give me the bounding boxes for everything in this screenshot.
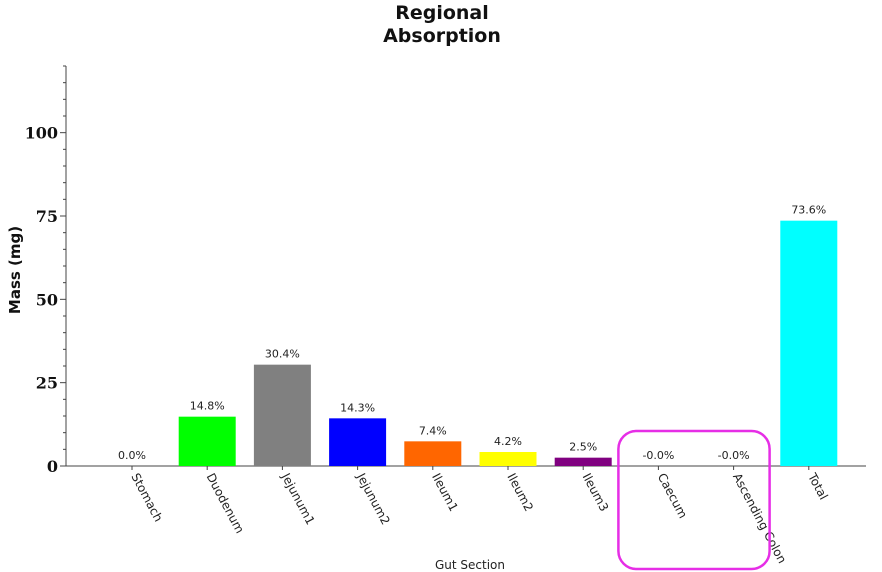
data-labels: 0.0% 14.8% 30.4% 14.3% 7.4% 4.2% 2.5% -0.0% -0.0… [118,204,826,462]
y-tick-label: 50 [36,290,58,309]
y-tick-label: 75 [36,207,58,226]
bar-jejunum1 [253,364,311,466]
y-tick-label: 100 [25,124,58,143]
x-tick-label: Ascending Colon [730,471,789,566]
x-tick-label: Total [805,470,831,502]
x-tick-label: Caecum [655,471,690,521]
y-axis-label: Mass (mg) [6,226,24,314]
x-tick-label: Ileum3 [580,471,612,514]
bars [178,220,838,466]
highlight-box [617,429,771,571]
bar-ileum2 [479,452,537,466]
data-label: 14.3% [340,401,375,414]
data-label: -0.0% [642,449,674,462]
x-axis [66,465,866,470]
data-label: 14.8% [190,400,225,413]
data-label: 7.4% [419,424,447,437]
x-tick-label: Ileum1 [429,471,461,514]
x-tick-label: Jejunum2 [353,470,392,527]
data-label: -0.0% [718,449,750,462]
bar-total [780,220,838,466]
data-label: 30.4% [265,348,300,361]
data-label: 4.2% [494,435,522,448]
bar-duodenum [178,416,236,466]
annotations [617,429,771,571]
x-tick-label: Jejunum1 [278,470,317,527]
y-tick-label: 0 [47,457,58,476]
x-axis-label: Gut Section [435,558,505,572]
chart-title-line-1: Regional [395,2,489,24]
chart-title-line-2: Absorption [383,25,501,47]
x-tick-labels: Stomach Duodenum Jejunum1 Jejunum2 Ileum1 Ile… [128,470,830,566]
y-tick-label: 25 [36,374,58,393]
x-tick-label: Stomach [128,471,165,524]
bar-ileum3 [554,457,612,466]
x-tick-label: Ileum2 [504,471,536,514]
y-axis: 0 25 50 75 100 [25,65,67,476]
data-label: 73.6% [791,204,826,217]
data-label: 0.0% [118,449,146,462]
data-label: 2.5% [569,441,597,454]
x-tick-label: Duodenum [204,471,247,536]
bar-ileum1 [404,441,462,466]
bar-jejunum2 [329,418,387,466]
